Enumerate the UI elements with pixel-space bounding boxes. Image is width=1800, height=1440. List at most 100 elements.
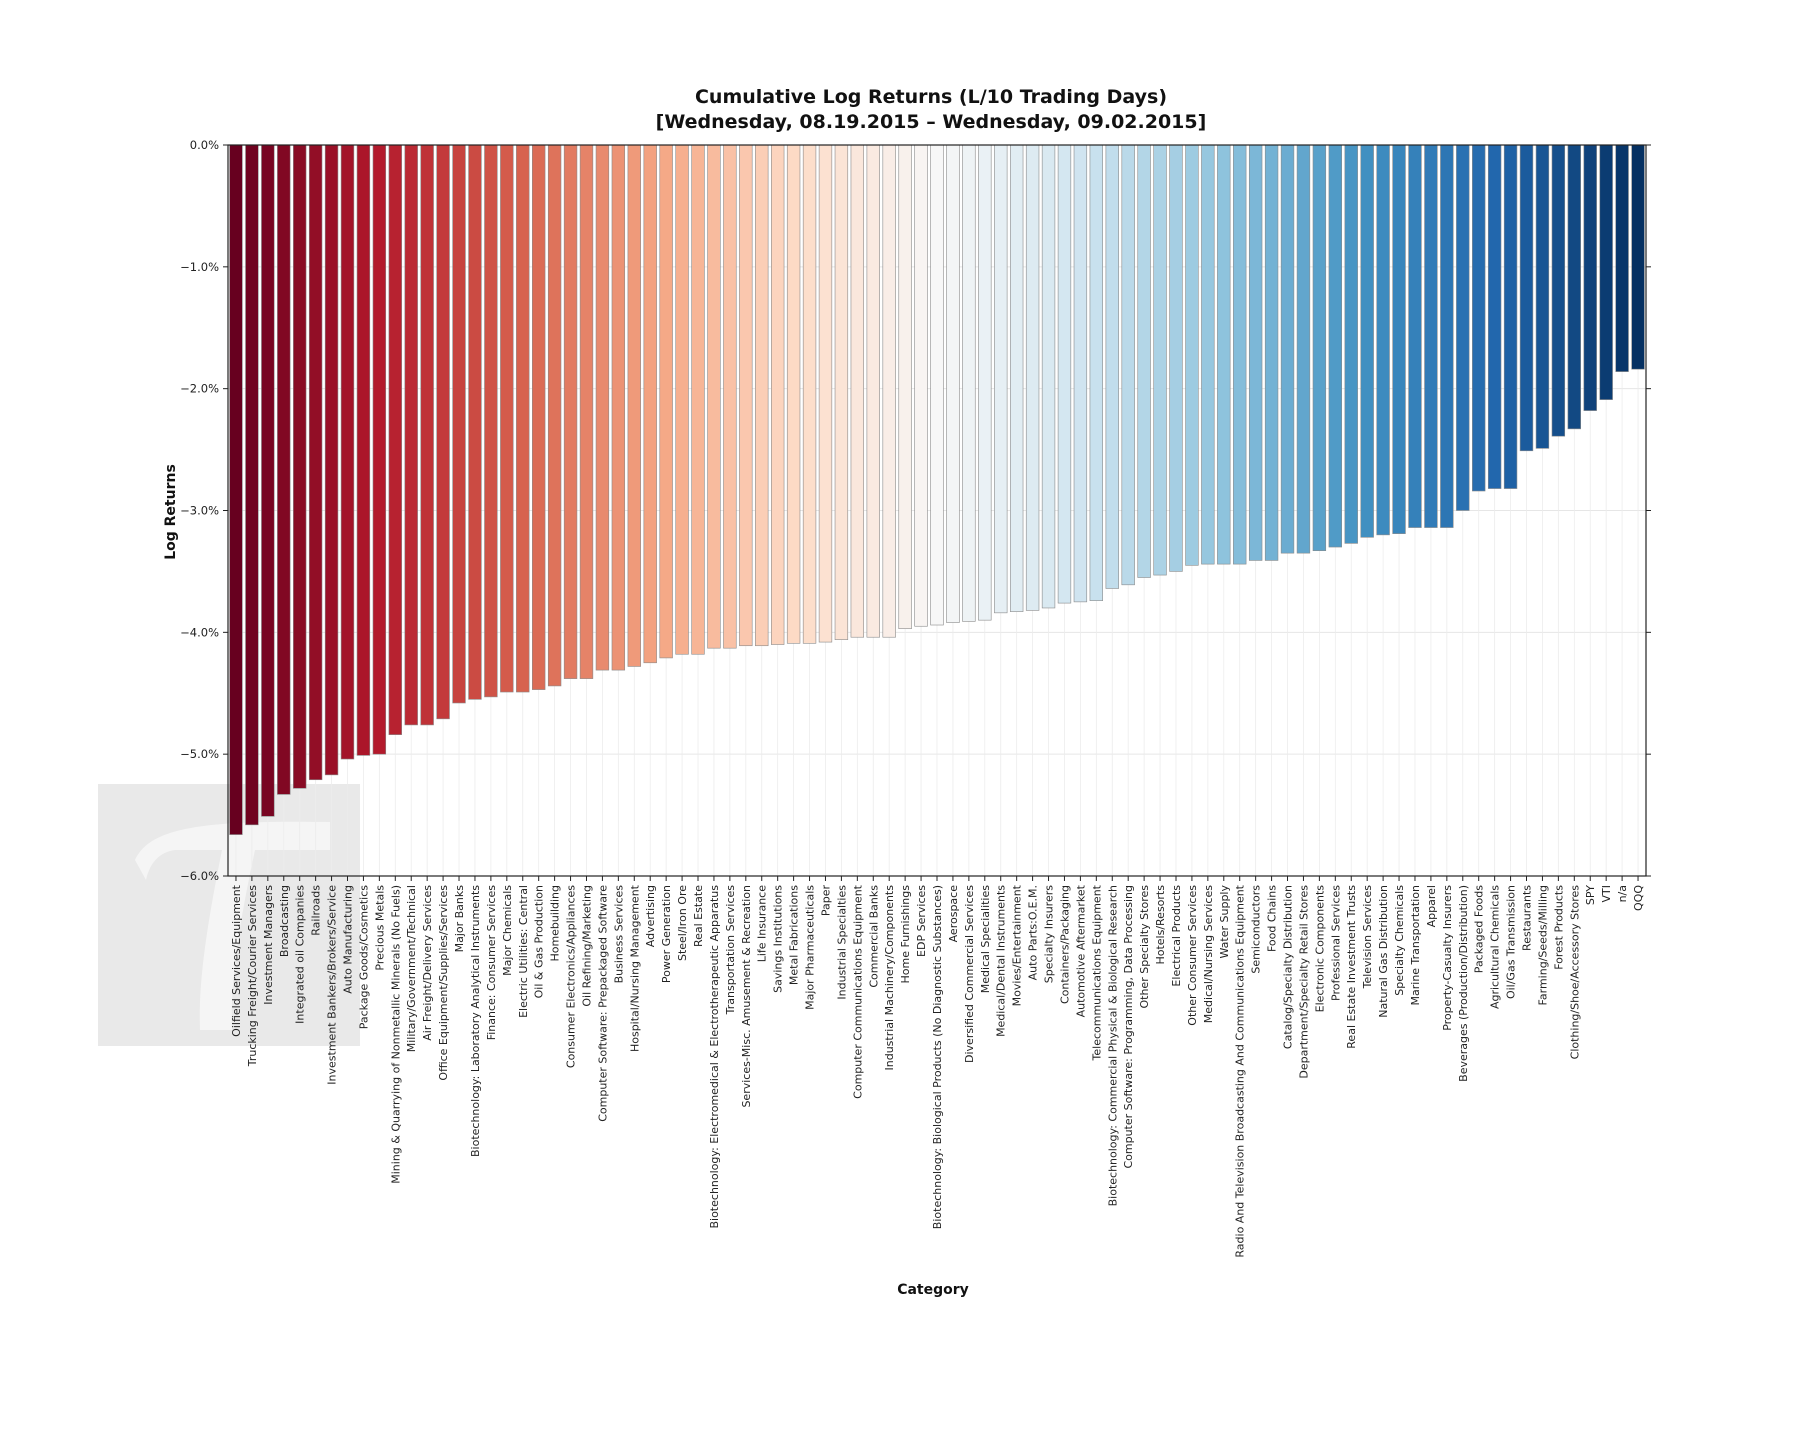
bar (627, 144, 641, 667)
category-label: Office Equipment/Supplies/Services (437, 885, 450, 1081)
y-axis-ticks: 0.0% −1.0% −2.0% −3.0% −4.0% −5.0% −6.0% (180, 138, 1651, 883)
category-label: Paper (819, 885, 832, 917)
watermark-logo (98, 784, 360, 1046)
category-label: Oilfield Services/Equipment (230, 884, 243, 1036)
category-label: Services-Misc. Amusement & Recreation (740, 885, 753, 1108)
bar (1440, 144, 1454, 528)
category-label: Electric Utilities: Central (517, 885, 530, 1018)
category-label: Consumer Electronics/Appliances (565, 885, 578, 1068)
bar (1615, 144, 1629, 372)
y-tick-label: −4.0% (180, 625, 219, 639)
category-label: Biotechnology: Laboratory Analytical Ins… (469, 885, 482, 1157)
bar (914, 144, 928, 627)
bar (1583, 144, 1597, 411)
x-axis-ticks: Oilfield Services/Equipment Trucking Frei… (230, 876, 1645, 1258)
category-label: Department/Specialty Retail Stores (1297, 885, 1310, 1079)
category-label: Clothing/Shoe/Accessory Stores (1568, 885, 1581, 1060)
bar (293, 144, 307, 789)
category-label: Business Services (612, 885, 625, 984)
bar (563, 144, 578, 679)
category-label: Containers/Packaging (1058, 885, 1071, 1004)
category-label: Major Pharmaceuticals (804, 885, 817, 1010)
category-label: Advertising (644, 885, 657, 947)
category-label: Military/Government/Technical (405, 885, 418, 1052)
y-tick-label: −2.0% (180, 382, 219, 396)
bar (1551, 144, 1566, 437)
category-label: Precious Metals (373, 885, 386, 971)
bar (1041, 144, 1056, 609)
bar (1567, 144, 1581, 430)
category-label: Hotels/Resorts (1154, 885, 1167, 965)
category-label: Restaurants (1521, 885, 1534, 951)
bar (739, 144, 753, 647)
bar (308, 144, 323, 781)
bar (1009, 144, 1024, 612)
category-label: Water Supply (1218, 885, 1231, 959)
bar (818, 144, 833, 643)
category-label: Computer Software: Programming, Data Pro… (1122, 885, 1135, 1169)
category-label: Investment Bankers/Brokers/Service (326, 885, 339, 1085)
bar (468, 144, 482, 700)
category-label: Other Consumer Services (1186, 885, 1199, 1026)
category-label: Medical Specialities (979, 885, 992, 993)
bar (691, 144, 705, 655)
category-label: Computer Communications Equipment (851, 884, 864, 1099)
y-tick-label: −1.0% (180, 260, 219, 274)
bar (1296, 144, 1311, 554)
category-label: Electronic Components (1313, 885, 1326, 1013)
bar (1392, 144, 1406, 534)
bar (1153, 144, 1167, 576)
category-label: Medical/Dental Instruments (995, 885, 1008, 1037)
category-label: Professional Services (1329, 885, 1342, 1001)
bar (1408, 144, 1422, 528)
bar (707, 144, 721, 649)
bar (898, 144, 912, 629)
category-label: Power Generation (660, 885, 673, 983)
bar (372, 144, 387, 755)
category-label: Auto Manufacturing (341, 885, 354, 994)
category-label: Biotechnology: Biological Products (No D… (931, 885, 944, 1229)
bar (436, 144, 450, 720)
bar (834, 144, 849, 640)
bar (1233, 144, 1247, 565)
bar (1264, 144, 1279, 561)
bar (1089, 144, 1103, 601)
category-label: Automotive Aftermarket (1074, 884, 1087, 1017)
bar (1328, 144, 1342, 548)
category-label: QQQ (1632, 885, 1645, 911)
bar (755, 144, 769, 647)
bar (930, 144, 944, 626)
category-label: Steel/Iron Ore (676, 885, 689, 961)
category-label: EDP Services (915, 885, 928, 957)
category-label: Integrated oil Companies (294, 885, 307, 1024)
category-label: Beverages (Production/Distribution) (1457, 885, 1470, 1082)
bar (946, 144, 960, 623)
category-label: SPY (1584, 885, 1597, 905)
category-label: Catalog/Specialty Distribution (1282, 885, 1295, 1049)
category-label: Finance: Consumer Services (485, 885, 498, 1041)
bar (1185, 144, 1199, 566)
category-label: Air Freight/Delivery Services (421, 885, 434, 1041)
category-label: Auto Parts:O.E.M. (1027, 885, 1040, 980)
y-tick-label: −5.0% (180, 747, 219, 761)
bar (1631, 144, 1645, 370)
category-label: Marine Transportation (1409, 885, 1422, 1006)
bar (547, 144, 562, 687)
bar (261, 144, 275, 817)
bar (1424, 144, 1438, 528)
category-label: Aerospace (947, 885, 960, 943)
bar (579, 144, 594, 679)
bar (1105, 144, 1119, 589)
category-label: Computer Software: Prepackaged Software (596, 885, 609, 1122)
bar (356, 144, 371, 756)
category-label: Medical/Nursing Services (1202, 885, 1215, 1023)
bar (882, 144, 896, 638)
bar (277, 144, 291, 795)
category-label: Specialty Chemicals (1393, 885, 1406, 996)
bar (994, 144, 1008, 614)
category-label: Television Services (1361, 885, 1374, 990)
category-label: Package Goods/Cosmetics (357, 885, 370, 1030)
bar (1503, 144, 1518, 489)
y-tick-label: −6.0% (180, 869, 219, 883)
